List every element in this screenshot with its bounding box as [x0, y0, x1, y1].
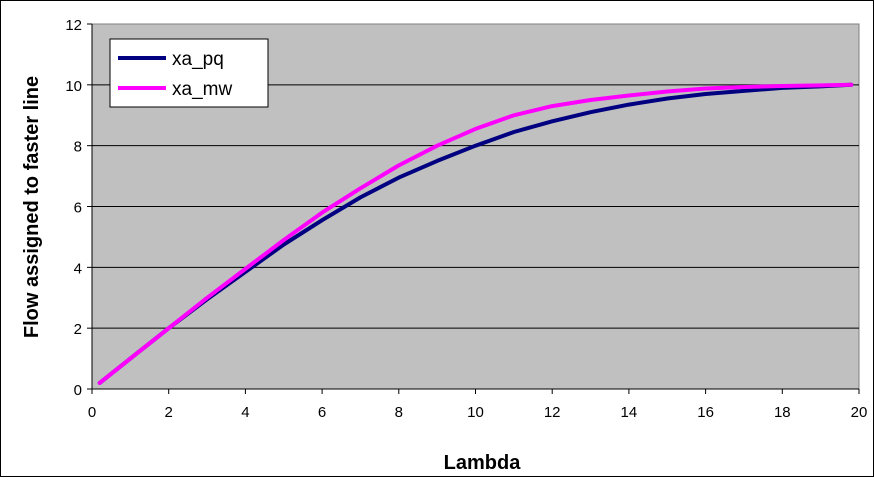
x-tick-label: 18 [774, 404, 791, 421]
x-tick-label: 2 [165, 404, 173, 421]
data-point-xa-mw [627, 93, 631, 97]
x-tick-label: 6 [318, 404, 326, 421]
y-tick-label: 8 [74, 139, 82, 156]
data-point-xa-mw [282, 238, 286, 242]
data-point-xa-mw [358, 186, 362, 190]
x-tick-label: 8 [395, 404, 403, 421]
data-point-xa-pq [704, 92, 708, 96]
data-point-xa-pq [435, 159, 439, 163]
y-tick-label: 6 [74, 200, 82, 217]
data-point-xa-pq [474, 144, 477, 148]
x-tick-label: 4 [241, 404, 249, 421]
legend-box [109, 38, 269, 108]
y-tick-label: 2 [74, 321, 82, 338]
legend: xa_pq xa_mw [109, 38, 269, 108]
x-tick-label: 0 [88, 404, 96, 421]
x-axis-label: Lambda [444, 452, 522, 474]
data-point-xa-mw [819, 83, 823, 87]
y-tick-label: 0 [74, 382, 82, 399]
data-point-xa-mw [780, 84, 784, 88]
data-point-xa-pq [589, 110, 593, 114]
data-point-xa-pq [665, 97, 669, 101]
y-tick-label: 4 [74, 260, 82, 277]
data-point-xa-mw [704, 86, 708, 90]
y-tick-label: 12 [65, 17, 82, 34]
data-point-xa-mw [849, 83, 853, 87]
data-point-xa-mw [128, 357, 132, 361]
data-point-xa-mw [98, 381, 102, 385]
data-point-xa-pq [320, 218, 324, 222]
data-point-xa-pq [512, 130, 516, 134]
x-tick-label: 16 [697, 404, 714, 421]
x-tick-label: 10 [467, 404, 484, 421]
legend-label: xa_pq [172, 49, 224, 70]
legend-label: xa_mw [172, 79, 232, 100]
data-point-xa-pq [627, 103, 631, 107]
x-tick-label: 14 [621, 404, 638, 421]
x-tick-label: 20 [851, 404, 868, 421]
x-tick-label: 12 [544, 404, 561, 421]
data-point-xa-mw [742, 85, 746, 89]
data-point-xa-mw [435, 144, 439, 148]
data-point-xa-pq [358, 195, 362, 199]
data-point-xa-pq [282, 243, 286, 247]
data-point-xa-mw [167, 326, 171, 330]
data-point-xa-pq [742, 89, 746, 93]
data-point-xa-mw [205, 296, 209, 300]
data-point-xa-mw [550, 104, 554, 108]
data-point-xa-mw [397, 163, 401, 167]
y-tick-label: 10 [65, 78, 82, 95]
data-point-xa-pq [397, 176, 401, 180]
data-point-xa-mw [474, 127, 477, 131]
data-point-xa-mw [512, 113, 516, 117]
series-lines [97, 82, 854, 385]
data-point-xa-mw [320, 211, 324, 215]
data-point-xa-mw [243, 267, 247, 271]
data-point-xa-mw [589, 98, 593, 102]
axes: 0 2 4 6 8 10 12 0 2 4 6 8 10 12 14 16 18 20 [65, 17, 867, 421]
y-axis-label: Flow assigned to faster line [21, 76, 43, 338]
data-point-xa-pq [550, 119, 554, 123]
data-point-xa-mw [665, 90, 669, 94]
